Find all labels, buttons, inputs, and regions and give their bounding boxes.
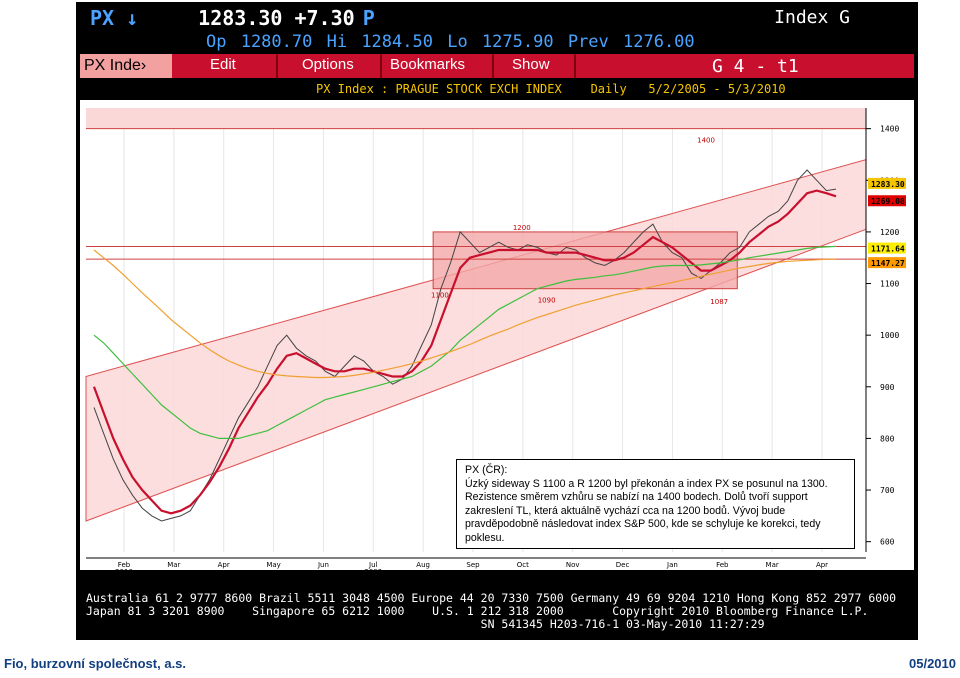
- x-tick-label: Nov: [566, 561, 580, 569]
- subtitle-security: PX Index: [316, 82, 374, 96]
- subtitle-period: Daily: [590, 82, 627, 96]
- low-value: Lo 1275.90: [447, 32, 554, 52]
- index-label: Index G: [774, 7, 850, 28]
- high-value: Hi 1284.50: [326, 32, 433, 52]
- price-tag-label: 1171.64: [871, 245, 905, 254]
- y-tick-label: 700: [880, 486, 895, 495]
- y-tick-label: 1100: [880, 280, 899, 289]
- security-field[interactable]: PX Inde›: [80, 54, 172, 78]
- bookmarks-menu[interactable]: Bookmarks: [390, 56, 466, 73]
- commentary-box: PX (ČR): Úzký sideway S 1100 a R 1200 by…: [456, 459, 855, 549]
- y-tick-label: 600: [880, 538, 895, 547]
- edit-menu[interactable]: Edit: [210, 56, 236, 73]
- series-line: [92, 189, 837, 515]
- ohlc-header: Op 1280.70 Hi 1284.50 Lo 1275.90 Prev 12…: [206, 32, 695, 52]
- price-tag-label: 1147.27: [871, 259, 905, 268]
- x-tick-label: Apr: [816, 561, 828, 569]
- commentary-title: PX (ČR):: [465, 464, 508, 476]
- x-tick-label: Jun: [317, 561, 329, 569]
- subtitle-separator: :: [381, 82, 389, 96]
- open-value: Op 1280.70: [206, 32, 313, 52]
- chart-subtitle: PX Index : PRAGUE STOCK EXCH INDEX Daily…: [316, 82, 786, 96]
- terminal-footer: Australia 61 2 9777 8600 Brazil 5511 304…: [86, 592, 896, 631]
- options-menu[interactable]: Options: [302, 56, 354, 73]
- price-tag: [868, 242, 906, 254]
- last-price: 1283.30: [198, 6, 283, 30]
- page-indicator: G 4 - t1: [712, 56, 799, 77]
- y-tick-label: 900: [880, 383, 895, 392]
- quote-header: PX ↓ 1283.30 +7.30 P: [90, 6, 375, 30]
- price-chart: 600700800900100011001200130014001283.301…: [80, 108, 914, 576]
- price-tag-label: 1269.08: [871, 197, 905, 206]
- prev-value: Prev 1276.00: [567, 32, 695, 52]
- y-tick-label: 1200: [880, 228, 899, 237]
- level-annotation: 1200: [513, 224, 531, 232]
- price-tag: [868, 177, 906, 189]
- price-flag: P: [362, 6, 375, 30]
- resistance-zone: [86, 108, 866, 129]
- y-tick-label: 1400: [880, 125, 899, 134]
- level-annotation: 1090: [538, 297, 556, 305]
- series-line: [93, 245, 837, 439]
- x-year-label: 2010: [115, 568, 133, 570]
- x-tick-label: Mar: [167, 561, 180, 569]
- date-footer: 05/2010: [909, 656, 956, 671]
- x-tick-label: May: [266, 561, 280, 569]
- subtitle-name: PRAGUE STOCK EXCH INDEX: [395, 82, 562, 96]
- x-tick-label: Jul: [368, 561, 378, 569]
- company-footer: Fio, burzovní společnost, a.s.: [4, 656, 187, 671]
- series-line: [93, 249, 836, 379]
- x-tick-label: Mar: [766, 561, 779, 569]
- y-tick-label: 1000: [880, 331, 899, 340]
- x-tick-label: Apr: [218, 561, 230, 569]
- price-tag-label: 1283.30: [871, 180, 905, 189]
- x-tick-label: Dec: [616, 561, 630, 569]
- show-menu[interactable]: Show: [512, 56, 550, 73]
- sideway-box: [432, 231, 738, 290]
- menu-divider: [492, 54, 494, 78]
- footer-line-1: Australia 61 2 9777 8600 Brazil 5511 304…: [86, 591, 897, 605]
- ticker[interactable]: PX ↓: [90, 6, 139, 30]
- x-axis-band: [80, 556, 914, 574]
- footer-line-3: SN 541345 H203-716-1 03-May-2010 11:27:2…: [86, 617, 765, 631]
- menu-bar: PX Inde› Edit Options Bookmarks Show G 4…: [80, 54, 914, 78]
- x-tick-label: Sep: [466, 561, 480, 569]
- price-tag: [868, 195, 906, 207]
- commentary-body: Úzký sideway S 1100 a R 1200 byl překoná…: [465, 477, 828, 544]
- y-tick-label: 800: [880, 434, 895, 443]
- price-tag: [868, 257, 906, 269]
- x-tick-label: Jan: [666, 561, 678, 569]
- level-annotation: 1087: [710, 298, 728, 306]
- x-tick-label: Oct: [517, 561, 529, 569]
- x-tick-label: Feb: [716, 561, 729, 569]
- menu-divider: [574, 54, 576, 78]
- menu-divider: [380, 54, 382, 78]
- x-tick-label: Aug: [416, 561, 430, 569]
- subtitle-range: 5/2/2005 - 5/3/2010: [648, 82, 786, 96]
- footer-line-2: Japan 81 3 3201 8900 Singapore 65 6212 1…: [86, 604, 869, 618]
- x-year-label: 2009: [364, 568, 382, 570]
- level-annotation: 1100: [431, 292, 449, 300]
- level-annotation: 1400: [697, 137, 715, 145]
- price-change: +7.30: [294, 6, 355, 30]
- menu-divider: [276, 54, 278, 78]
- x-tick-label: Feb: [118, 561, 131, 569]
- bloomberg-terminal: PX ↓ 1283.30 +7.30 P Index G Op 1280.70 Hi …: [76, 2, 918, 640]
